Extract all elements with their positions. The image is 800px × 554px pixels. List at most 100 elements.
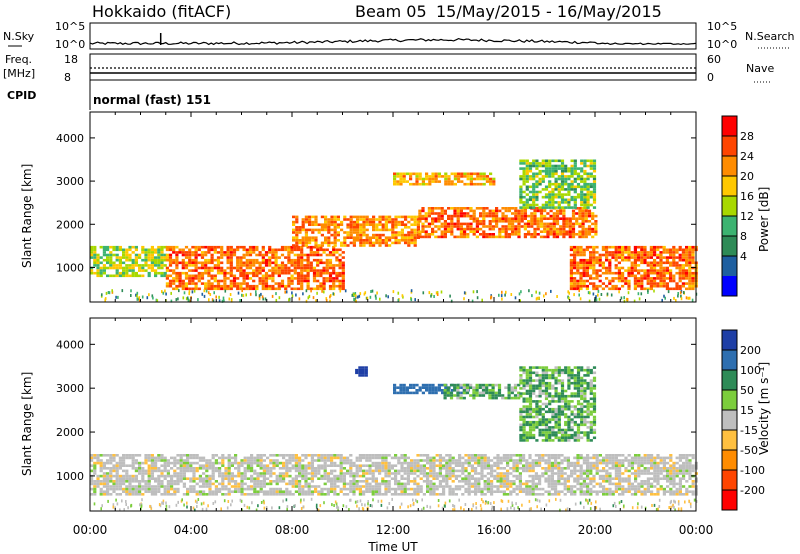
heatmap-cell <box>662 279 666 283</box>
heatmap-cell <box>224 469 228 473</box>
heatmap-cell <box>534 485 538 488</box>
heatmap-cell <box>205 493 209 496</box>
heatmap-cell <box>147 454 151 457</box>
heatmap-cell <box>522 190 526 194</box>
heatmap-cell <box>230 480 234 483</box>
heatmap-cell <box>336 231 340 234</box>
heatmap-cell <box>200 253 205 257</box>
heatmap-cell <box>304 480 308 483</box>
heatmap-cell <box>381 459 385 462</box>
heatmap-cell <box>365 485 369 488</box>
heatmap-cell <box>546 225 550 228</box>
heatmap-cell <box>470 485 474 488</box>
heatmap-cell <box>442 490 446 493</box>
heatmap-cell <box>557 467 561 470</box>
heatmap-cell <box>598 469 602 473</box>
heatmap-cell <box>359 236 363 239</box>
heatmap-cell <box>157 487 161 491</box>
heatmap-cell <box>627 490 631 493</box>
heatmap-cell <box>429 459 433 462</box>
heatmap-cell <box>246 464 250 467</box>
heatmap-cell <box>138 467 142 470</box>
heatmap-cell <box>496 490 500 493</box>
heatmap-cell <box>633 253 637 257</box>
heatmap-cell <box>443 222 447 226</box>
heatmap-cell <box>197 248 201 252</box>
heatmap-cell <box>579 490 583 493</box>
heatmap-cell <box>317 490 321 493</box>
heatmap-cell <box>218 469 222 473</box>
heatmap-cell <box>499 477 503 480</box>
heatmap-cell <box>134 454 138 457</box>
heatmap-cell <box>333 485 337 488</box>
heatmap-cell <box>400 482 404 486</box>
heatmap-cell <box>562 222 566 226</box>
heatmap-cell <box>230 485 234 488</box>
heatmap-cell <box>322 282 326 285</box>
heatmap-cell <box>618 482 622 486</box>
heatmap-cell <box>426 454 430 457</box>
heatmap-cell <box>220 251 224 254</box>
heatmap-cell <box>189 487 193 491</box>
heatmap-cell <box>637 269 641 272</box>
heatmap-cell <box>456 220 460 223</box>
heatmap-cell <box>271 266 275 270</box>
heatmap-cell <box>216 266 221 270</box>
heatmap-cell <box>186 464 190 467</box>
heatmap-cell <box>191 253 195 257</box>
heatmap-cell <box>295 226 299 229</box>
heatmap-cell <box>252 248 256 252</box>
heatmap-cell <box>426 477 430 480</box>
heatmap-cell <box>678 264 682 267</box>
heatmap-cell <box>445 485 449 488</box>
heatmap-cell <box>325 266 329 270</box>
heatmap-cell <box>138 469 142 473</box>
heatmap-cell <box>362 493 366 496</box>
heatmap-cell <box>261 245 265 249</box>
heatmap-cell <box>531 477 535 480</box>
heatmap-cell <box>326 490 330 493</box>
heatmap-cell <box>608 251 612 254</box>
heatmap-cell <box>242 271 246 275</box>
heatmap-cell <box>557 472 561 475</box>
heatmap-cell <box>675 282 679 285</box>
heatmap-cell <box>317 467 321 470</box>
heatmap-cell <box>514 233 518 236</box>
heatmap-cell <box>378 218 382 221</box>
heatmap-cell <box>617 266 621 270</box>
heatmap-cell <box>128 245 132 249</box>
heatmap-cell <box>643 287 647 291</box>
heatmap-cell <box>601 282 605 285</box>
heatmap-cell <box>280 261 285 265</box>
heatmap-cell <box>451 467 455 470</box>
heatmap-cell <box>611 461 615 465</box>
heatmap-cell <box>555 209 560 213</box>
heatmap-cell <box>638 297 641 301</box>
heatmap-cell <box>419 477 423 480</box>
heatmap-cell <box>200 277 205 280</box>
heatmap-cell <box>576 195 581 199</box>
heatmap-cell <box>525 159 529 163</box>
heatmap-cell <box>131 251 135 254</box>
heatmap-cell <box>202 467 206 470</box>
heatmap-cell <box>467 456 471 460</box>
heatmap-cell <box>605 251 609 254</box>
heatmap-cell <box>605 464 609 467</box>
heatmap-cell <box>166 459 170 462</box>
heatmap-cell <box>323 493 327 496</box>
heatmap-cell <box>555 220 560 223</box>
heatmap-cell <box>528 467 532 470</box>
heatmap-cell <box>352 239 356 242</box>
heatmap-cell <box>595 245 599 249</box>
heatmap-cell <box>479 227 483 231</box>
heatmap-cell <box>226 253 230 257</box>
heatmap-cell <box>659 282 663 285</box>
heatmap-cell <box>285 469 289 473</box>
heatmap-cell <box>564 164 568 168</box>
heatmap-cell <box>290 269 294 272</box>
heatmap-cell <box>252 271 256 275</box>
heatmap-cell <box>310 456 314 460</box>
heatmap-cell <box>312 245 317 249</box>
heatmap-cell <box>99 256 103 259</box>
heatmap-cell <box>653 269 657 272</box>
